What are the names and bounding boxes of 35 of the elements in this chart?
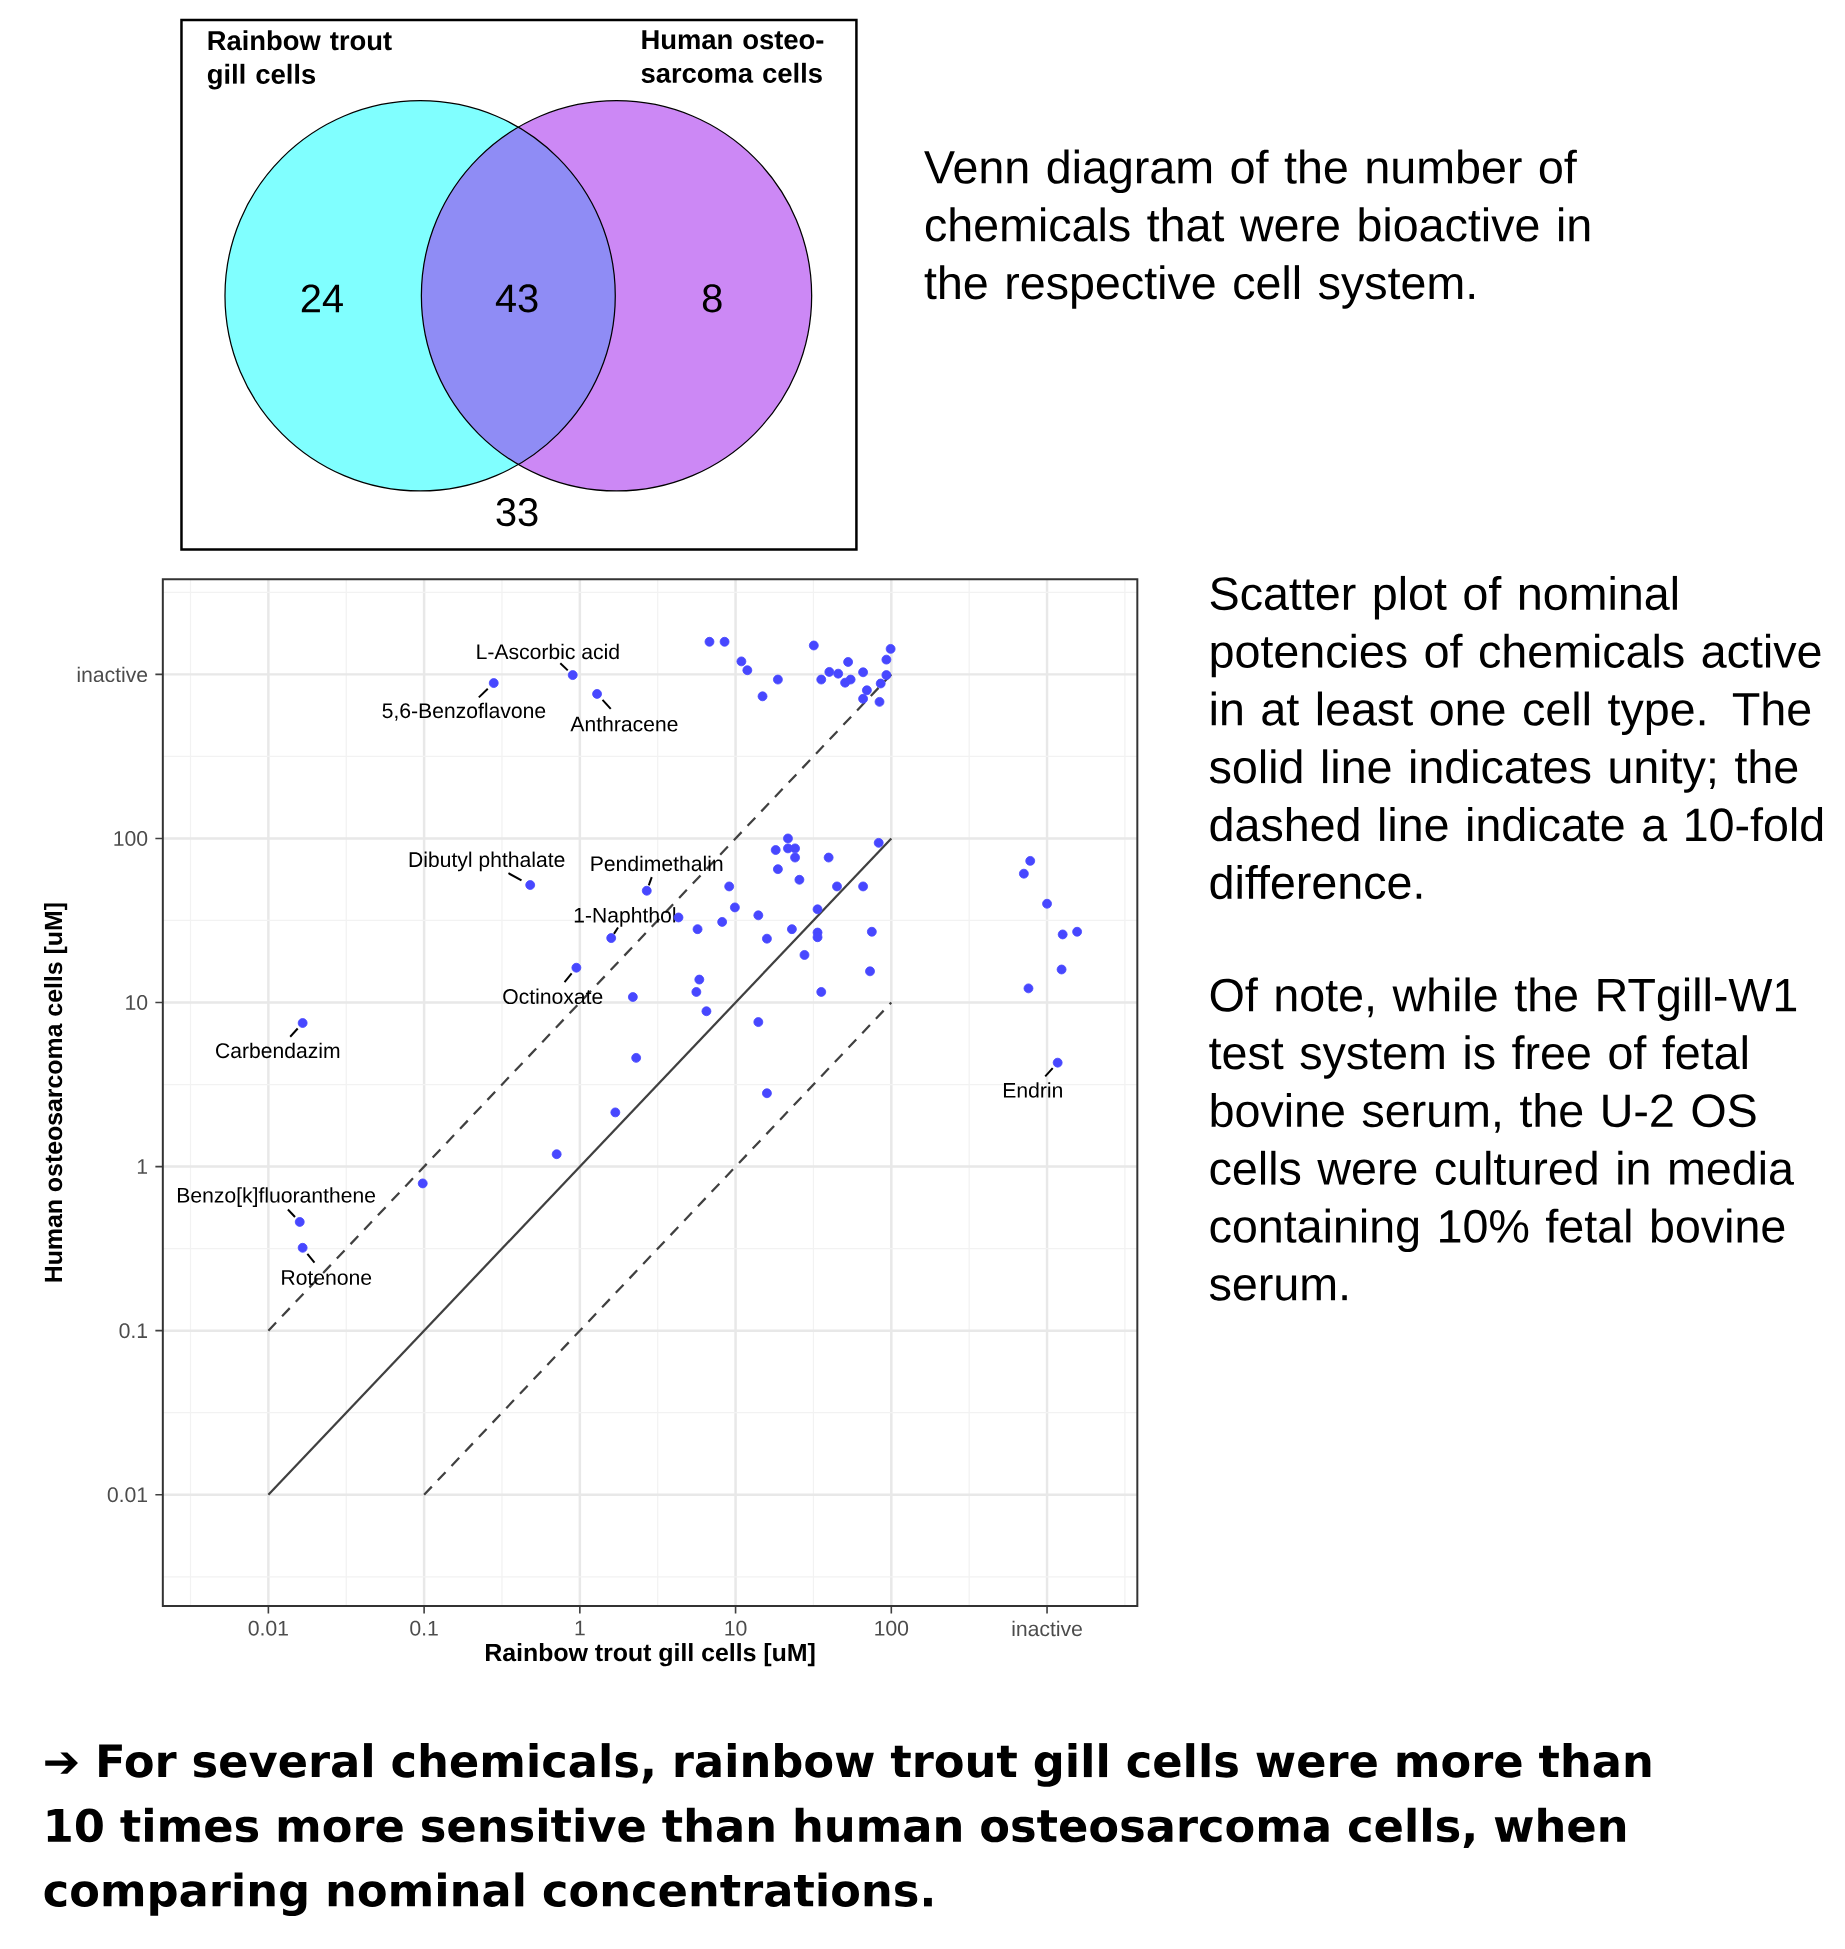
x-axis-title: Rainbow trout gill cells [uM] [486, 1643, 815, 1667]
annotation: Carbendazim [216, 1042, 340, 1059]
y-tick-label: inactive [78, 666, 148, 683]
annotation: L-Ascorbic acid [477, 643, 619, 660]
y-tick-label: 1 [138, 1159, 148, 1174]
annotation: 1-Naphthol [575, 907, 676, 927]
annotation: Dibutyl phthalate [409, 851, 565, 872]
x-tick-label: 1 [575, 1620, 585, 1636]
annotation: Endrin [1004, 1082, 1063, 1098]
text: ➔ For several chemicals, rainbow trout gill cells were more than 10 times more sensitive than human osteosarcoma cells, when comparing nominal concentrations. [44, 1743, 1651, 1917]
text: Venn diagram of the number of chemicals that were bioactive in the respective cell system. [924, 149, 1590, 309]
y-tick-label: 10 [126, 995, 148, 1010]
y-tick-label: 0.01 [107, 1487, 148, 1503]
x-tick-label: 100 [875, 1620, 909, 1636]
y-axis-title: Human osteosarcoma cells [uM] [44, 903, 68, 1282]
annotation: Anthracene [570, 716, 678, 732]
data-label: 43 [496, 284, 538, 313]
x-tick-label: inactive [1012, 1620, 1083, 1637]
annotation: 5,6-Benzoflavone [382, 702, 546, 721]
text: Scatter plot of nominal potencies of chemicals active in at least one cell type. The solid line indicates unity; the dashed line indicate a 10-fold difference. [1210, 575, 1823, 900]
y-tick-label: 100 [114, 830, 148, 846]
x-tick-label: 0.01 [248, 1620, 289, 1636]
x-tick-label: 10 [725, 1620, 747, 1636]
data-label: 33 [496, 498, 538, 527]
x-tick-label: 0.1 [410, 1620, 438, 1636]
annotation: Benzo[k]fluoranthene [178, 1187, 376, 1207]
y-tick-label: 0.1 [119, 1323, 148, 1339]
data-label: 8 [703, 284, 722, 313]
annotation: Rotenone [282, 1270, 372, 1285]
text: Rainbow trout gill cells [208, 30, 392, 90]
data-label: 24 [302, 284, 344, 313]
text: Of note, while the RTgill-W1 test system is free of fetal bovine serum, the U-2 OS cells were cultured in media containing 10% fetal bovine serum. [1209, 977, 1797, 1301]
annotation: Octinoxate [503, 988, 603, 1005]
annotation: Pendimethalin [591, 855, 723, 872]
text: Human osteo-sarcoma cells [641, 30, 824, 83]
